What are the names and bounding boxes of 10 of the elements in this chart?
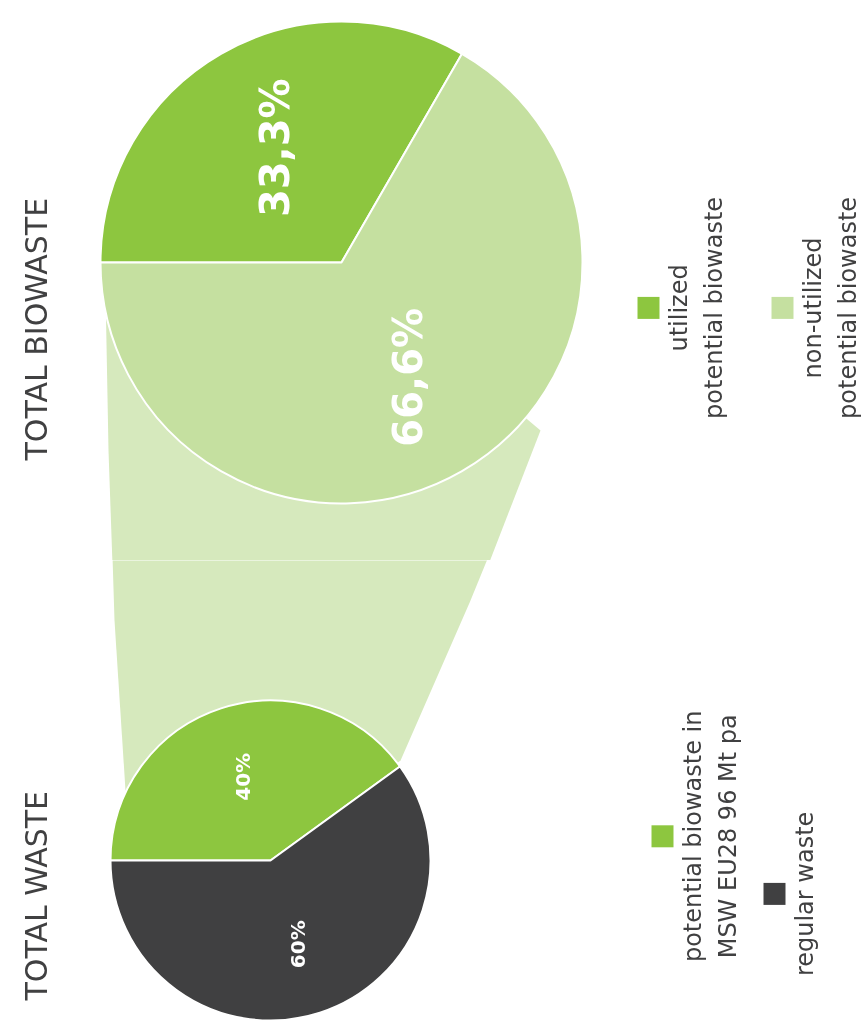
data-label: 66,6% [384,307,431,447]
data-label: 33,3% [252,78,299,218]
legend-label: non-utilized potential biowaste [798,196,862,419]
legend-label: utilized potential biowaste [664,196,728,419]
legend-label: potential biowaste in MSW EU28 96 Mt pa [678,710,742,963]
data-label: 60% [285,920,310,969]
legend-label: regular waste [790,811,819,977]
text: TOTAL BIOWASTE [18,197,54,462]
text: TOTAL WASTE [18,790,54,1002]
data-label: 40% [231,752,256,801]
